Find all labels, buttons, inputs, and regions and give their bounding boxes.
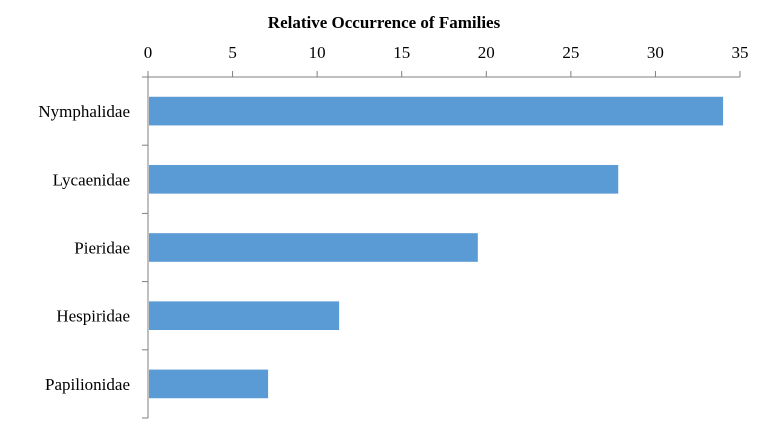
category-label: Hespiridae	[56, 307, 130, 326]
x-tick-label: 25	[562, 43, 579, 62]
y-axis: Nymphalidae Lycaenidae Pieridae Hespiridae P…	[38, 76, 149, 419]
category-label: Papilionidae	[45, 375, 130, 394]
chart-title: Relative Occurrence of Families	[268, 13, 501, 32]
bar	[149, 164, 619, 194]
x-tick-label: 20	[478, 43, 495, 62]
category-label: Lycaenidae	[53, 170, 130, 189]
category-label: Nymphalidae	[38, 102, 130, 121]
x-tick-label: 0	[144, 43, 153, 62]
x-tick-label: 5	[228, 43, 237, 62]
bars	[149, 96, 724, 399]
x-tick-label: 10	[309, 43, 326, 62]
x-axis: 0 5 10 15 20 25 30 35	[144, 43, 749, 78]
x-tick-label: 35	[732, 43, 749, 62]
category-label: Pieridae	[74, 239, 130, 258]
bar	[149, 301, 340, 331]
x-tick-label: 30	[647, 43, 664, 62]
x-tick-label: 15	[393, 43, 410, 62]
bar	[149, 96, 724, 126]
bar	[149, 369, 269, 399]
bar	[149, 233, 478, 262]
